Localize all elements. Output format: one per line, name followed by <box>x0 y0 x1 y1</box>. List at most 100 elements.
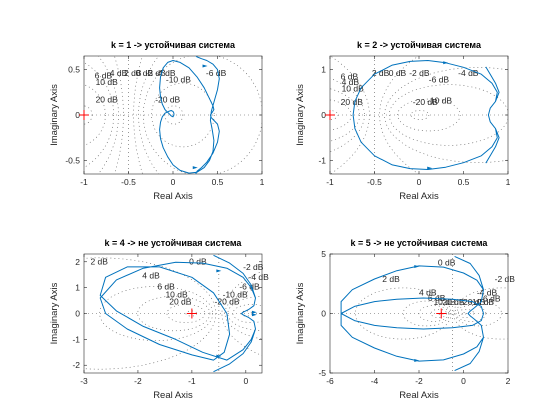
direction-arrow <box>202 64 208 68</box>
y-tick-label: -1 <box>318 155 326 165</box>
direction-arrow <box>414 264 420 268</box>
db-grid-label: 10 dB <box>165 289 188 299</box>
y-tick-label: 0 <box>75 110 80 120</box>
db-grid-label: -10 dB <box>166 74 191 84</box>
y-axis-label: Imaginary Axis <box>295 282 306 344</box>
db-grid-label: -2 dB <box>243 262 264 272</box>
direction-arrow <box>414 359 420 363</box>
db-grid-label: -10 dB <box>427 96 452 106</box>
db-grid-label: 6 dB <box>428 293 446 303</box>
x-tick-label: 2 <box>506 376 511 386</box>
chart-title: k = 5 -> не устойчивая система <box>351 238 489 248</box>
db-grid-label: 2 dB <box>90 256 108 266</box>
db-grid-label: -4 dB <box>155 68 176 78</box>
db-grid-label: -20 dB <box>413 97 438 107</box>
db-grid-label: 2 dB <box>372 68 390 78</box>
nyquist-curve <box>99 254 256 373</box>
x-tick-label: -4 <box>371 376 379 386</box>
db-grid-label: -2 dB <box>495 274 516 284</box>
direction-arrow <box>251 313 257 317</box>
db-grid-label: -20 dB <box>215 296 240 306</box>
y-tick-label: -5 <box>318 368 326 378</box>
m-circle-grid <box>84 254 262 373</box>
direction-arrow <box>216 269 222 273</box>
db-grid-label: 0 dB <box>136 68 154 78</box>
db-grid-label: 10 dB <box>96 77 119 87</box>
direction-arrow <box>251 310 257 314</box>
db-grid-label: -4 dB <box>477 288 498 298</box>
direction-arrow <box>443 61 449 65</box>
db-grid-label: 4 dB <box>110 68 128 78</box>
y-tick-label: 5 <box>321 249 326 259</box>
y-axis-label: Imaginary Axis <box>49 282 60 344</box>
x-tick-label: -2 <box>134 376 142 386</box>
x-tick-label: 0.5 <box>458 177 470 187</box>
y-tick-label: 0 <box>75 309 80 319</box>
db-grid-label: -10 dB <box>223 289 248 299</box>
db-grid-label: -6 dB <box>429 74 450 84</box>
nyquist-curve <box>352 60 500 170</box>
nyquist-panel-4: -6 -4 -2 0 2 -5 0 5 0 dB 2 dB -2 dB 4 dB -4 dB 6 dB10… <box>295 238 516 401</box>
direction-arrow <box>427 166 433 170</box>
y-tick-label: 1 <box>321 65 326 75</box>
x-tick-label: 1 <box>260 177 265 187</box>
db-grid-label: 20 dB <box>341 97 364 107</box>
chart-title: k = 4 -> не устойчивая система <box>105 238 243 248</box>
db-grid-label: 2 dB <box>124 68 142 78</box>
db-grid-label: 0 dB <box>389 68 407 78</box>
y-tick-label: -1 <box>72 334 80 344</box>
db-grid-label: 0 dB <box>438 257 456 267</box>
db-grid-label: -2 dB <box>409 68 430 78</box>
x-tick-label: 0 <box>171 177 176 187</box>
db-grid-label: 0 dB <box>189 256 207 266</box>
db-grid-label: 10 dB <box>342 83 365 93</box>
db-grid-label: 4 dB <box>419 288 437 298</box>
critical-point-marker <box>436 308 447 319</box>
x-tick-label: -0.5 <box>367 177 382 187</box>
db-grid-label: 4 dB <box>342 77 360 87</box>
y-tick-label: 0.5 <box>68 65 80 75</box>
db-grid-label: -6 dB <box>206 68 227 78</box>
db-grid-label: 20 dB <box>169 296 192 306</box>
db-grid-label: -4 dB <box>458 68 479 78</box>
x-tick-label: -0.5 <box>121 177 136 187</box>
x-tick-label: -2 <box>415 376 423 386</box>
nyquist-curve <box>159 56 220 174</box>
chart-title: k = 2 -> устойчивая система <box>357 40 482 50</box>
x-tick-label: -3 <box>80 376 88 386</box>
db-grid-label: 20 dB <box>96 94 119 104</box>
x-tick-label: -1 <box>188 376 196 386</box>
x-tick-label: 1 <box>506 177 511 187</box>
critical-point-marker <box>79 110 89 120</box>
x-axis-label: Real Axis <box>153 191 193 202</box>
db-grid-label: -4 dB <box>249 272 270 282</box>
db-grid-label: 2 dB <box>382 274 400 284</box>
y-tick-label: 1 <box>75 283 80 293</box>
y-tick-label: 0 <box>321 110 326 120</box>
x-tick-label: -1 <box>326 177 334 187</box>
y-tick-label: 0 <box>321 309 326 319</box>
db-grid-label: 10 dB <box>433 297 456 307</box>
x-tick-label: 0 <box>417 177 422 187</box>
chart-title: k = 1 -> устойчивая система <box>111 40 236 50</box>
db-grid-label: 6 dB <box>157 281 175 291</box>
m-circle-grid <box>84 56 262 174</box>
db-grid-label: 6 dB <box>341 72 359 82</box>
critical-point-marker <box>325 110 335 120</box>
db-grid-label: 6 dB <box>95 71 113 81</box>
x-axis-label: Real Axis <box>153 390 193 401</box>
m-circle-grid <box>330 56 508 174</box>
y-tick-label: 2 <box>75 257 80 267</box>
nyquist-curve <box>340 255 484 372</box>
x-tick-label: 0 <box>243 376 248 386</box>
y-axis-label: Imaginary Axis <box>295 84 306 146</box>
y-tick-label: -2 <box>72 360 80 370</box>
direction-arrow <box>216 354 222 358</box>
x-tick-label: -6 <box>326 376 334 386</box>
x-tick-label: 0 <box>461 376 466 386</box>
direction-arrow <box>192 166 198 170</box>
